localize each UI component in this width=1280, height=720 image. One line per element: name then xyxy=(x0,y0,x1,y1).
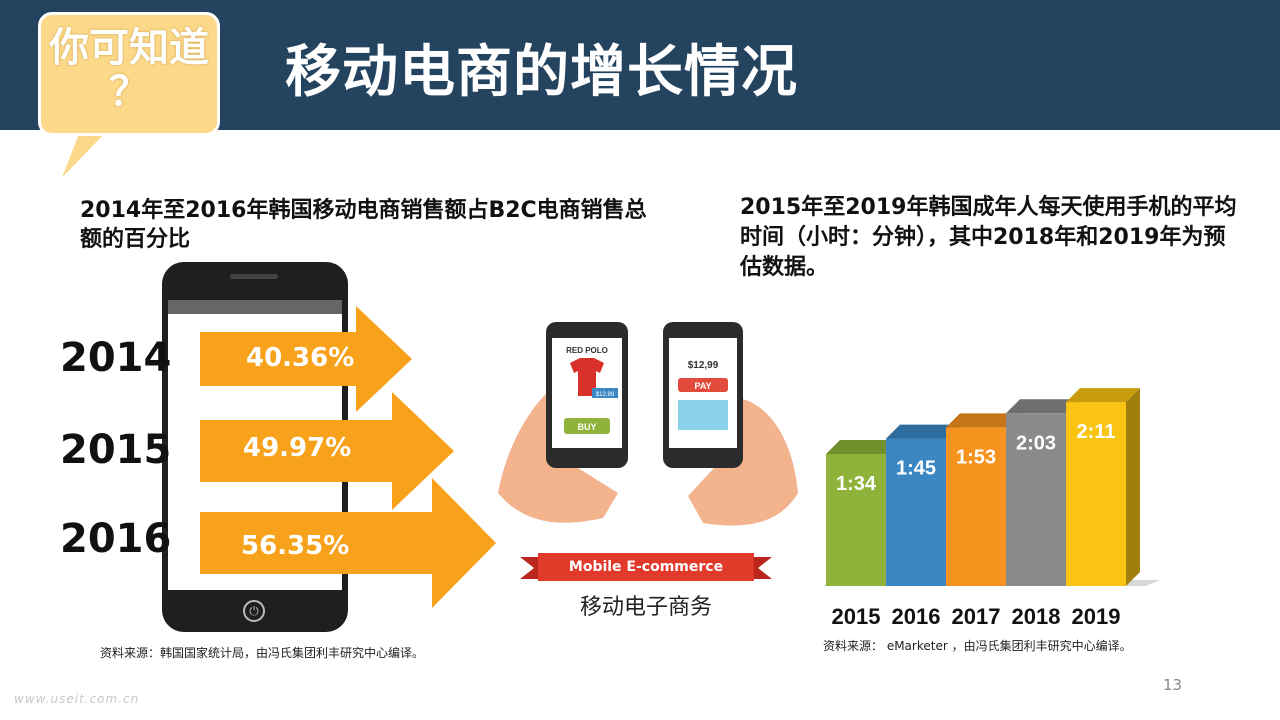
value-2015: 49.97% xyxy=(243,433,352,463)
bar-front-2019 xyxy=(1066,402,1126,586)
mobile-commerce-caption: 移动电子商务 xyxy=(580,595,713,620)
x-tick-2016: 2016 xyxy=(892,604,941,629)
right-source: 资料来源： eMarketer ，由冯氏集团利丰研究中心编译。 xyxy=(823,639,1132,653)
watermark: www.useit.com.cn xyxy=(14,692,140,706)
left-heading: 2014年至2016年韩国移动电商销售额占B2C电商销售总额的百分比 xyxy=(80,198,647,252)
bar-2019 xyxy=(1066,388,1140,586)
bar-label-2019: 2:11 xyxy=(1077,421,1116,443)
year-label-2014: 2014 xyxy=(60,335,172,381)
bar-label-2017: 1:53 xyxy=(956,446,996,468)
bar-top-2019 xyxy=(1066,388,1140,403)
bar-front-2018 xyxy=(1006,413,1066,586)
left-phone-price: $12,99 xyxy=(596,392,615,398)
x-tick-2015: 2015 xyxy=(832,604,881,629)
x-tick-2017: 2017 xyxy=(952,604,1001,629)
arrow-2016 xyxy=(200,478,496,608)
bar-front-2016 xyxy=(886,438,946,586)
power-icon: ⏻ xyxy=(243,600,265,622)
bar-top-2017 xyxy=(946,413,1020,428)
right-heading: 2015年至2019年韩国成年人每天使用手机的平均时间（小时：分钟），其中201… xyxy=(740,195,1237,280)
pay-button-label: PAY xyxy=(694,381,711,391)
year-label-2015: 2015 xyxy=(60,427,172,473)
value-2016: 56.35% xyxy=(241,531,350,561)
value-2014: 40.36% xyxy=(246,343,355,373)
bar-front-2017 xyxy=(946,427,1006,586)
badge-line2: ？ xyxy=(109,69,149,115)
left-phone-brand: RED POLO xyxy=(566,346,608,355)
bar-label-2016: 1:45 xyxy=(896,458,936,480)
mobile-shopping-illustration: RED POLO $12,99 BUY $12,99 PAY xyxy=(498,322,798,526)
badge-line1: 你可知道 xyxy=(49,25,209,71)
buy-button-label: BUY xyxy=(577,422,596,432)
x-tick-2018: 2018 xyxy=(1012,604,1061,629)
bar-2015 xyxy=(826,440,900,586)
did-you-know-badge: 你可知道 ？ xyxy=(38,12,226,186)
right-phone-screen xyxy=(669,338,737,448)
right-hand xyxy=(688,398,798,526)
bar-top-2018 xyxy=(1006,399,1080,414)
buy-button xyxy=(564,418,610,434)
right-phone-price: $12,99 xyxy=(688,360,719,371)
bar-top-2016 xyxy=(886,424,960,439)
bar-side-2019 xyxy=(1126,388,1140,586)
ribbon-label: Mobile E-commerce xyxy=(568,559,724,575)
arrow-2015 xyxy=(200,392,454,510)
bar-front-2015 xyxy=(826,454,886,586)
phone-speaker xyxy=(230,274,278,279)
usage-bar-chart: 1:34 2015 1:45 2016 1:53 2017 2:03 2018 2:11 2019 xyxy=(822,388,1160,629)
bar-label-2018: 2:03 xyxy=(1016,432,1056,454)
badge-text: 你可知道 ？ xyxy=(38,26,220,114)
card-icon xyxy=(678,400,728,430)
pay-button xyxy=(678,378,728,392)
left-source: 资料来源：韩国国家统计局，由冯氏集团利丰研究中心编译。 xyxy=(100,646,425,660)
arrow-2014 xyxy=(200,306,412,412)
left-price-tag xyxy=(592,388,618,398)
mobile-ecommerce-ribbon xyxy=(520,553,772,581)
shirt-icon xyxy=(570,358,604,396)
bar-label-2015: 1:34 xyxy=(836,473,877,495)
page-number: 13 xyxy=(1163,676,1183,694)
year-label-2016: 2016 xyxy=(60,516,172,562)
badge-box xyxy=(38,12,220,136)
x-tick-2019: 2019 xyxy=(1072,604,1121,629)
phone-status-bar xyxy=(168,300,342,314)
bar-top-2015 xyxy=(826,440,900,455)
page-title: 移动电商的增长情况 xyxy=(285,40,798,105)
